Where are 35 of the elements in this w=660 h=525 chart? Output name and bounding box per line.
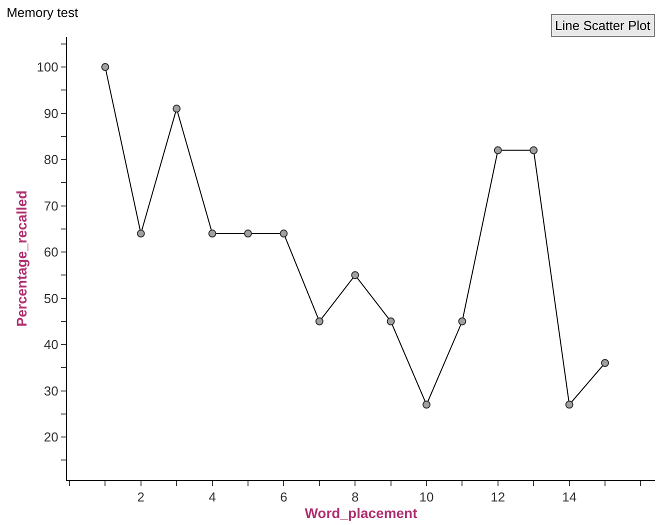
x-tick-label: 2 (137, 490, 145, 505)
point (280, 230, 288, 238)
x-tick-label: 4 (208, 490, 216, 505)
x-tick-label: 6 (280, 490, 288, 505)
x-tick-label: 8 (351, 490, 359, 505)
y-tick-label: 60 (44, 244, 58, 260)
text: Line Scatter Plot (555, 18, 651, 33)
x-tick-label: 10 (419, 490, 434, 505)
point (601, 359, 610, 368)
y-axis-title: Percentage_recalled (13, 190, 30, 327)
point (530, 146, 538, 154)
point (494, 146, 502, 154)
point (172, 104, 181, 113)
x-axis-title: Word_placement (304, 504, 418, 521)
point (386, 317, 395, 326)
y-tick-label: 80 (44, 152, 58, 168)
y-tick-label: 40 (44, 337, 58, 352)
point (315, 317, 324, 326)
point (351, 271, 360, 280)
point (208, 230, 216, 238)
point (458, 317, 466, 326)
point (565, 400, 574, 409)
point (101, 63, 110, 72)
point (422, 400, 431, 409)
y-tick-label: 20 (44, 430, 58, 445)
x-tick-label: 14 (562, 490, 577, 505)
point (136, 230, 145, 238)
point (244, 230, 252, 238)
y-tick-label: 70 (44, 198, 58, 214)
y-tick-label: 90 (44, 106, 58, 121)
y-tick-label: 30 (44, 383, 58, 398)
x-tick-label: 12 (490, 490, 506, 505)
chart-title: Memory test (6, 4, 78, 20)
y-tick-label: 50 (44, 290, 58, 306)
y-tick-label: 100 (36, 60, 58, 75)
